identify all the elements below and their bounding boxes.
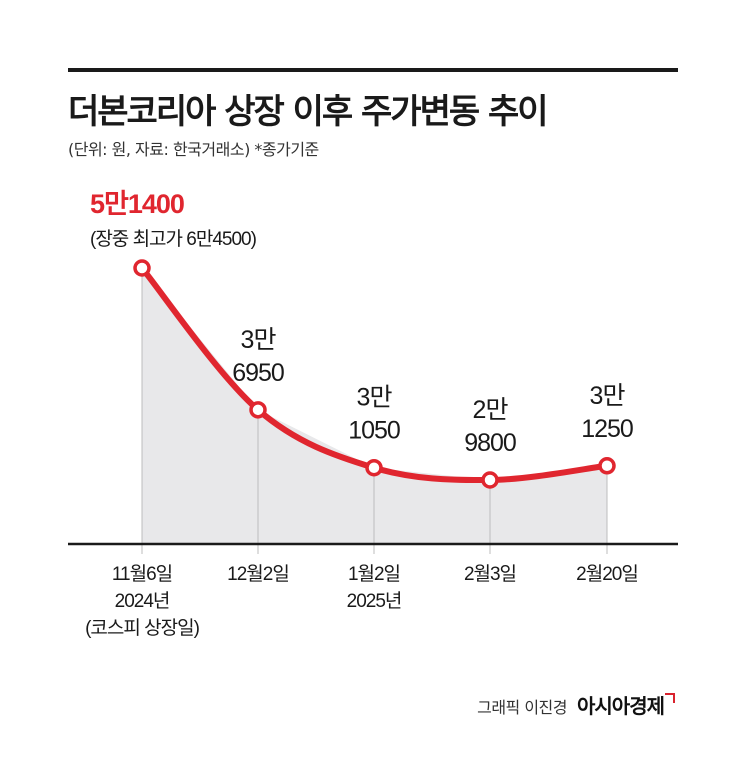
data-label-line: 1050	[348, 417, 400, 445]
x-tick-label: 11월6일 2024년 (코스피 상장일)	[85, 563, 199, 639]
brand-name: 아시아경제	[577, 694, 665, 718]
label-layer: 5만1400 (장중 최고가 6만4500) 3만 6950 3만 1050 2만 9800 3…	[90, 189, 634, 457]
x-tick-label-line: 2024년	[115, 590, 170, 612]
x-tick-label: 12월2일	[227, 563, 289, 585]
credit: 그래픽 이진경 아시아경제	[477, 690, 675, 719]
data-label-line: 9800	[464, 429, 516, 457]
data-label: 3만 1050	[348, 384, 400, 445]
data-label: 2만 9800	[464, 396, 516, 457]
series-line	[139, 265, 610, 484]
line-layer	[133, 259, 616, 489]
data-point	[598, 457, 616, 475]
data-point	[133, 259, 151, 277]
chart-title: 더본코리아 상장 이후 주가변동 추이	[68, 92, 549, 132]
data-label-line: 3만	[590, 382, 626, 410]
data-label-note: (장중 최고가 6만4500)	[90, 228, 257, 250]
chart-subtitle: (단위: 원, 자료: 한국거래소) *종가기준	[68, 140, 319, 159]
graphic-credit: 그래픽 이진경	[477, 698, 567, 717]
x-tick-label-line: 11월6일	[112, 563, 172, 585]
x-tick-label: 1월2일 2025년	[347, 563, 402, 612]
data-point	[365, 458, 383, 477]
x-tick-label-line: 1월2일	[348, 563, 400, 585]
data-label: 3만 1250	[581, 382, 633, 443]
data-label: 5만1400	[90, 189, 184, 219]
brand-logo: 아시아경제	[577, 690, 675, 719]
data-label-line: 6950	[232, 359, 284, 387]
data-label-line: 3만	[241, 326, 277, 354]
data-label-line: 3만	[357, 384, 393, 412]
x-tick-label-line: (코스피 상장일)	[85, 617, 199, 639]
x-tick-label-line: 2월3일	[464, 563, 516, 585]
x-tick-label: 2월3일	[464, 563, 516, 585]
data-label-line: 2만	[473, 396, 509, 424]
top-rule	[68, 68, 678, 72]
x-tick-label-line: 2025년	[347, 590, 402, 612]
price-chart: 11월6일 2024년 (코스피 상장일) 12월2일 1월2일 2025년 2월3일 2월2…	[68, 189, 678, 639]
data-point	[481, 471, 499, 489]
x-tick-label-line: 12월2일	[227, 563, 289, 585]
x-tick-label-line: 2월20일	[576, 563, 638, 585]
x-tick-label: 2월20일	[576, 563, 638, 585]
brand-mark-icon	[665, 693, 675, 703]
data-label-line: 1250	[581, 415, 633, 443]
data-label: 3만 6950	[232, 326, 284, 387]
axis-layer: 11월6일 2024년 (코스피 상장일) 12월2일 1월2일 2025년 2월3일 2월2…	[68, 268, 678, 639]
data-point	[249, 401, 267, 419]
